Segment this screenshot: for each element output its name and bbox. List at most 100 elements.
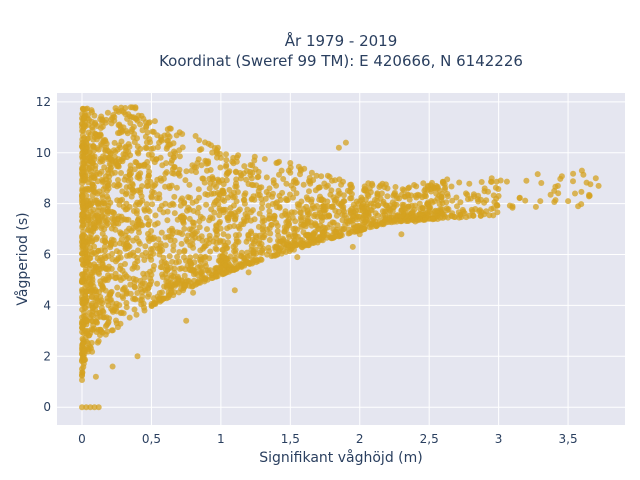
data-point: [419, 194, 426, 201]
data-point: [251, 216, 258, 223]
data-point: [79, 193, 86, 200]
data-point: [258, 241, 265, 247]
data-point: [129, 114, 135, 121]
data-point: [418, 210, 424, 217]
data-point: [104, 187, 110, 194]
data-point: [311, 239, 318, 246]
data-point: [120, 310, 127, 317]
data-point: [198, 146, 205, 153]
data-point: [107, 242, 114, 249]
data-point: [477, 212, 484, 219]
data-point: [534, 171, 541, 178]
data-point: [248, 228, 254, 235]
data-point: [127, 120, 134, 126]
data-point: [429, 199, 436, 206]
data-point: [516, 194, 523, 201]
data-point: [231, 189, 237, 196]
data-point: [102, 119, 109, 126]
data-point: [243, 176, 250, 183]
data-point: [142, 133, 149, 140]
data-point: [107, 166, 114, 173]
data-point: [283, 226, 290, 233]
data-point: [244, 259, 251, 266]
data-point: [79, 341, 86, 348]
data-point: [109, 215, 116, 222]
data-point: [96, 270, 102, 277]
data-point: [143, 145, 150, 151]
data-point: [181, 272, 188, 279]
data-point: [188, 261, 195, 268]
data-point: [292, 180, 299, 186]
data-point: [129, 186, 136, 193]
data-point: [100, 309, 107, 316]
data-point: [241, 163, 248, 170]
data-point: [162, 200, 169, 207]
data-point: [326, 213, 333, 220]
data-point: [124, 236, 131, 242]
x-tick-label: 2: [356, 432, 364, 446]
data-point: [250, 193, 257, 200]
data-point: [133, 311, 140, 318]
data-point: [232, 183, 239, 190]
data-point: [401, 205, 408, 212]
data-point: [151, 182, 158, 189]
data-point: [100, 137, 107, 144]
data-point: [250, 182, 257, 189]
data-point: [126, 243, 133, 250]
data-point: [182, 177, 189, 184]
data-point: [219, 196, 226, 203]
data-point: [90, 210, 97, 217]
data-point: [106, 154, 113, 161]
data-point: [210, 190, 217, 197]
data-point: [109, 363, 116, 370]
data-point: [396, 195, 403, 202]
data-point: [101, 164, 108, 171]
data-point: [131, 263, 138, 270]
data-point: [97, 116, 104, 123]
data-point: [189, 267, 196, 274]
data-point: [158, 137, 165, 144]
data-point: [123, 200, 130, 207]
data-point: [274, 228, 281, 235]
data-point: [350, 201, 357, 208]
data-point: [136, 229, 142, 236]
data-point: [176, 265, 183, 272]
data-point: [308, 169, 315, 176]
data-point: [384, 193, 391, 200]
data-point: [398, 231, 405, 238]
data-point: [340, 203, 347, 210]
data-point: [99, 194, 106, 201]
data-point: [191, 277, 198, 284]
data-point: [120, 285, 127, 292]
data-point: [86, 187, 93, 193]
data-point: [335, 187, 342, 194]
data-point: [127, 162, 134, 169]
data-point: [205, 240, 212, 247]
data-point: [488, 175, 495, 182]
data-point: [115, 156, 122, 163]
data-point: [183, 317, 190, 324]
data-point: [198, 162, 205, 169]
data-point: [266, 208, 273, 215]
data-point: [147, 281, 154, 288]
data-point: [143, 214, 150, 221]
data-point: [109, 299, 116, 306]
x-tick-label: 3,5: [559, 432, 578, 446]
data-point: [91, 153, 98, 160]
data-point: [85, 179, 91, 186]
data-point: [117, 144, 124, 151]
data-point: [82, 233, 89, 240]
data-point: [131, 283, 138, 290]
data-point: [283, 195, 289, 202]
data-point: [240, 216, 247, 223]
data-point: [405, 217, 412, 224]
data-point: [323, 234, 330, 241]
data-point: [93, 199, 100, 206]
data-point: [96, 289, 103, 295]
data-point: [386, 202, 393, 209]
data-point: [114, 197, 121, 204]
data-point: [83, 139, 90, 146]
data-point: [206, 255, 213, 262]
data-point: [92, 119, 99, 126]
data-point: [129, 104, 136, 111]
